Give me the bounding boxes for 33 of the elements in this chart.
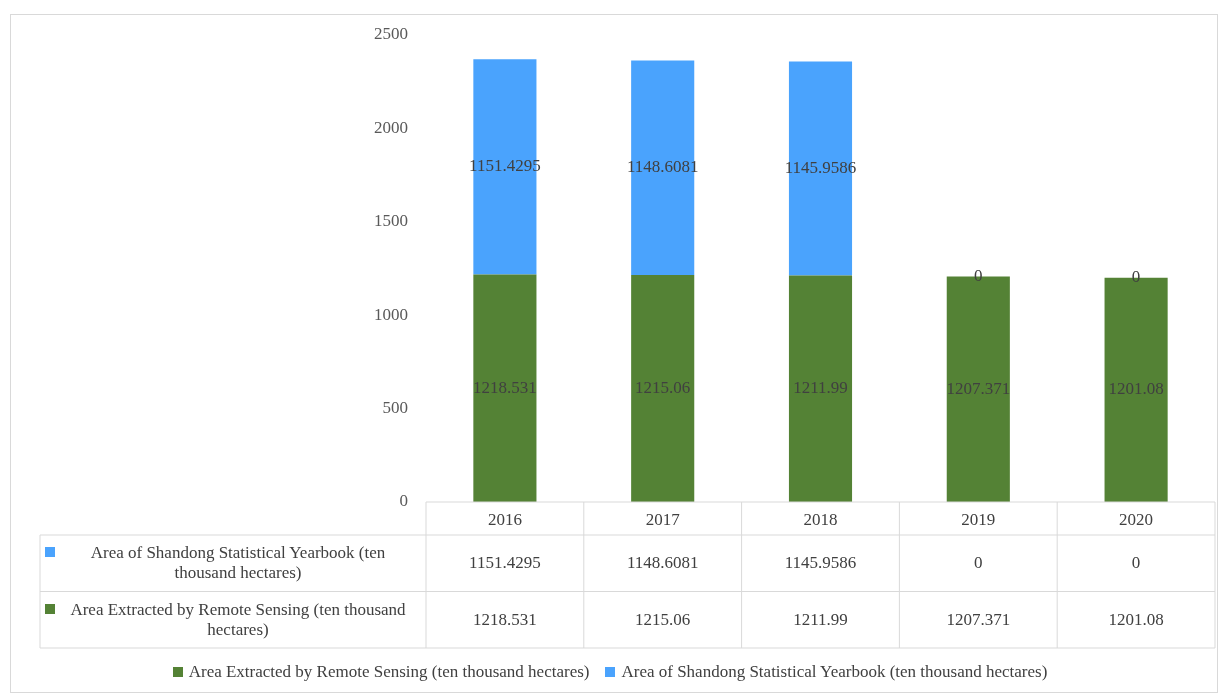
text: 1201.08 [1108,609,1164,630]
text: 1148.6081 [626,553,699,574]
bar [631,275,695,502]
text: Area Extracted by Remote Sensing (ten thousand hectares) [188,662,590,681]
bar [788,275,853,502]
text: Area of Shandong Statistical Yearbook (ten thousand hectares) [621,662,1048,681]
data-label: 1218.531 [473,377,537,397]
y-tick-label: 1500 [374,211,408,231]
x-tick-label: 2019 [961,509,996,529]
legend-label: Area of Shandong Statistical Yearbook (ten thousand hectares) [89,543,387,584]
y-tick-label: 2000 [374,117,408,137]
text: 0 [1131,553,1141,574]
x-tick-label: 2020 [1119,509,1154,529]
bar [473,274,537,502]
data-label: 1215.06 [635,377,691,397]
y-tick-label: 0 [399,491,408,511]
y-tick-label: 500 [382,398,408,418]
data-label: 1211.99 [793,378,848,398]
text: 1215.06 [635,609,691,630]
x-tick-label: 2016 [487,509,522,529]
text: 1151.4295 [469,553,541,574]
x-tick-label: 2017 [645,509,681,529]
text: 1145.9586 [784,553,857,574]
x-tick-label: 2018 [803,509,838,529]
data-label: 1207.371 [946,378,1011,398]
y-tick-label: 1000 [374,304,408,324]
text: 1218.531 [473,609,537,630]
text: 1207.371 [946,609,1011,630]
legend-label: Area Extracted by Remote Sensing (ten thousand hectares) [69,599,407,640]
text: 0 [974,553,983,574]
text: 1211.99 [793,609,848,630]
data-label: 1201.08 [1108,379,1164,399]
y-tick-label: 2500 [374,24,408,44]
